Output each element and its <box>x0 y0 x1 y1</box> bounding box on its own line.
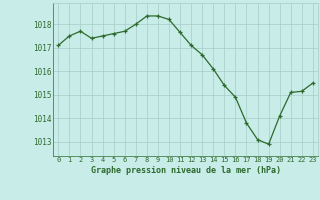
X-axis label: Graphe pression niveau de la mer (hPa): Graphe pression niveau de la mer (hPa) <box>91 166 281 175</box>
